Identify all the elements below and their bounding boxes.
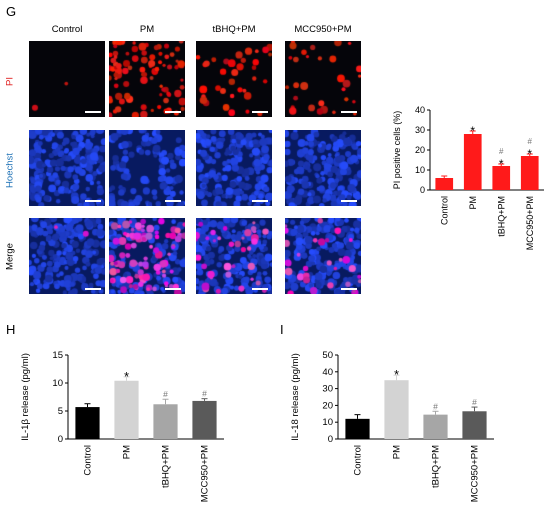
micrograph-merge-mcc950-pm (285, 218, 361, 294)
y-tick-label: 20 (415, 145, 425, 155)
significance-hash: # (472, 397, 477, 407)
y-tick-label: 0 (328, 434, 333, 445)
micrograph-hoechst-tbhq-pm (196, 130, 272, 206)
micrograph-pi-control (29, 41, 105, 117)
significance-asterisk: * (470, 124, 475, 138)
bar-control (345, 418, 370, 439)
micrograph-hoechst-control (29, 130, 105, 206)
scale-bar (252, 111, 268, 113)
bar-control (75, 407, 100, 439)
x-tick-label: MCC950+PM (525, 196, 535, 250)
bar-pm (384, 380, 409, 439)
bar-pm (114, 380, 139, 439)
y-tick-label: 30 (415, 125, 425, 135)
bar-mcc950-pm (520, 156, 539, 190)
significance-hash: # (528, 137, 533, 146)
panel-label-g: G (6, 4, 17, 19)
micrograph-pi-tbhq-pm (196, 41, 272, 117)
y-tick-label: 0 (420, 185, 425, 195)
column-header-control: Control (51, 24, 83, 35)
chart-il-1b-release: 0 5 10 15 IL-1β release (pg/ml) Control * PM # tB… (20, 350, 224, 502)
significance-asterisk: * (527, 147, 532, 161)
y-tick-label: 10 (52, 378, 63, 389)
x-tick-label: MCC950+PM (470, 445, 481, 502)
scale-bar (341, 288, 357, 290)
y-tick-label: 10 (415, 165, 425, 175)
micrograph-pi-pm (109, 41, 185, 117)
x-tick-label: tBHQ+PM (161, 445, 172, 488)
bar-tbhq-pm (423, 414, 448, 439)
column-header-mcc950-pm: MCC950+PM (294, 24, 352, 35)
micrograph-merge-control (29, 218, 105, 294)
row-label-pi: PI (4, 77, 16, 86)
scale-bar (165, 111, 181, 113)
y-tick-label: 40 (322, 367, 333, 378)
y-tick-label: 20 (322, 400, 333, 411)
chart-il-18-release: 0 10 20 30 40 50 IL-18 release (pg/ml) Control *… (290, 350, 494, 502)
scale-bar (341, 111, 357, 113)
micrograph-pi-mcc950-pm (285, 41, 361, 117)
scale-bar (85, 200, 101, 202)
significance-asterisk: * (124, 370, 129, 384)
x-tick-label: tBHQ+PM (496, 196, 506, 237)
bar-pm (463, 134, 482, 190)
scale-bar (341, 200, 357, 202)
significance-hash: # (202, 389, 207, 399)
scale-bar (165, 200, 181, 202)
row-label-hoechst: Hoechst (4, 153, 16, 188)
bar-control (435, 178, 454, 190)
significance-hash: # (499, 147, 504, 156)
panel-label-i: I (280, 322, 284, 337)
scale-bar (85, 111, 101, 113)
y-tick-label: 5 (58, 406, 63, 417)
scale-bar (165, 288, 181, 290)
x-tick-label: Control (439, 196, 449, 225)
x-tick-label: PM (392, 445, 403, 459)
micrograph-hoechst-pm (109, 130, 185, 206)
x-tick-label: PM (468, 196, 478, 210)
chart-pi-positive-cells: 0 10 20 30 40 PI positive cells (%) Control * PM… (392, 105, 544, 250)
scale-bar (252, 288, 268, 290)
row-label-merge: Merge (4, 243, 16, 270)
bar-mcc950-pm (462, 411, 487, 439)
y-tick-label: 15 (52, 350, 63, 361)
bar-tbhq-pm (492, 166, 511, 190)
column-header-pm: PM (139, 24, 155, 35)
y-tick-label: 40 (415, 105, 425, 115)
x-tick-label: Control (353, 445, 364, 476)
y-axis-label: IL-18 release (pg/ml) (290, 353, 301, 441)
scale-bar (85, 288, 101, 290)
x-tick-label: Control (83, 445, 94, 476)
x-tick-label: PM (122, 445, 133, 459)
y-tick-label: 50 (322, 350, 333, 361)
significance-hash: # (163, 389, 168, 399)
y-axis-label: PI positive cells (%) (392, 111, 402, 190)
significance-asterisk: * (499, 157, 504, 171)
significance-asterisk: * (394, 368, 399, 382)
x-tick-label: tBHQ+PM (431, 445, 442, 488)
bar-tbhq-pm (153, 404, 178, 439)
x-tick-label: MCC950+PM (200, 445, 211, 502)
micrograph-merge-pm (109, 218, 185, 294)
micrograph-hoechst-mcc950-pm (285, 130, 361, 206)
panel-label-h: H (6, 322, 16, 337)
micrograph-merge-tbhq-pm (196, 218, 272, 294)
y-tick-label: 30 (322, 384, 333, 395)
y-axis-label: IL-1β release (pg/ml) (20, 353, 31, 441)
bar-mcc950-pm (192, 400, 217, 439)
scale-bar (252, 200, 268, 202)
y-tick-label: 0 (58, 434, 63, 445)
y-tick-label: 10 (322, 417, 333, 428)
significance-hash: # (433, 401, 438, 411)
column-header-tbhq-pm: tBHQ+PM (212, 24, 256, 35)
